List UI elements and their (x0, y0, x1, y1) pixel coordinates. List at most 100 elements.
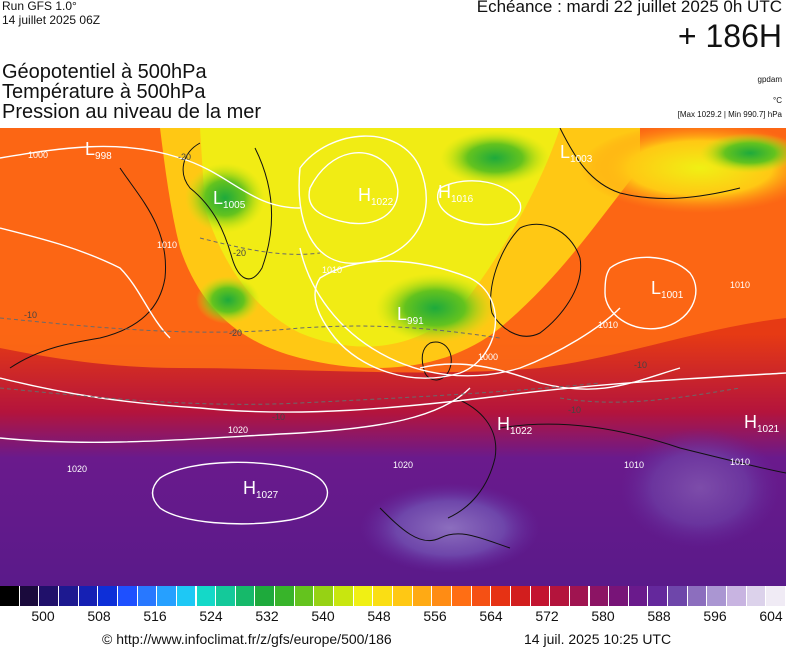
color-swatch (766, 586, 785, 606)
color-swatch (451, 586, 471, 606)
color-swatch (216, 586, 235, 606)
header-panel: Run GFS 1.0° 14 juillet 2025 06Z Echéanc… (0, 0, 786, 128)
color-swatch (668, 586, 687, 606)
color-scale-tick: 508 (87, 608, 111, 624)
color-scale-tick: 564 (479, 608, 503, 624)
color-swatch (648, 586, 668, 606)
isobar-label: 1010 (624, 460, 644, 470)
pressure-center: L991 (397, 304, 424, 327)
color-swatch (117, 586, 137, 606)
color-swatch (0, 586, 19, 606)
temperature-label: -20 (178, 152, 191, 162)
color-swatch (550, 586, 569, 606)
color-swatch (609, 586, 628, 606)
color-swatch (373, 586, 392, 606)
run-date: 14 juillet 2025 06Z (2, 13, 101, 27)
color-swatch (196, 586, 216, 606)
unit-label: °C (773, 96, 782, 105)
title-geopotential: Géopotentiel à 500hPa (2, 61, 207, 83)
color-swatch (255, 586, 275, 606)
temperature-label: -20 (233, 248, 246, 258)
color-swatch (530, 586, 550, 606)
isobar-label: 1020 (393, 460, 413, 470)
color-swatch (569, 586, 589, 606)
coastlines (9, 128, 786, 549)
temperature-label: -10 (24, 310, 37, 320)
color-swatch (353, 586, 373, 606)
field-green-greenland (185, 163, 265, 233)
pressure-center: L1001 (651, 278, 684, 301)
color-swatch (432, 586, 451, 606)
color-swatch (510, 586, 530, 606)
color-scale-tick: 588 (647, 608, 671, 624)
color-swatch (707, 586, 727, 606)
color-swatch (687, 586, 707, 606)
isobar-label: 1020 (228, 425, 248, 435)
color-swatch (39, 586, 58, 606)
color-swatch (393, 586, 412, 606)
color-swatch (471, 586, 491, 606)
color-scale-tick: 532 (255, 608, 279, 624)
color-swatch (746, 586, 766, 606)
generated-timestamp: 14 juil. 2025 10:25 UTC (524, 631, 672, 647)
color-swatch (78, 586, 98, 606)
color-scale-tick: 604 (759, 608, 783, 624)
pressure-center: L1005 (213, 188, 246, 211)
pressure-center: L998 (85, 139, 112, 162)
isobar-labels: 1000 1010 1010 1000 1010 1010 1020 1020 … (28, 150, 750, 474)
pressure-center: L1003 (560, 142, 593, 165)
color-swatch (137, 586, 157, 606)
color-swatch (235, 586, 255, 606)
color-scale-tick: 556 (423, 608, 447, 624)
isobar-label: 1010 (598, 320, 618, 330)
isobar-label: 1000 (28, 150, 48, 160)
color-swatch (334, 586, 353, 606)
color-swatch (19, 586, 39, 606)
color-swatch (412, 586, 432, 606)
field-green-east (700, 133, 786, 173)
color-swatch (176, 586, 196, 606)
pressure-center: H1022 (358, 185, 394, 208)
color-swatch (294, 586, 314, 606)
color-swatch (628, 586, 648, 606)
color-swatch (727, 586, 746, 606)
isobar-label: 1000 (478, 352, 498, 362)
field-violet-east (620, 428, 780, 548)
color-swatch (58, 586, 78, 606)
isobar-label: 1010 (157, 240, 177, 250)
color-swatch (314, 586, 334, 606)
color-scale-tick: 516 (143, 608, 167, 624)
field-green-scandi (375, 273, 495, 343)
source-label: gpdam (757, 75, 782, 84)
color-scale-tick: 580 (591, 608, 615, 624)
isobar-label: 1010 (730, 280, 750, 290)
pressure-center: H1016 (438, 182, 474, 205)
weather-map: L998 L1005 H1022 H1016 L1003 L991 L1001 … (0, 128, 786, 586)
color-scale-tick: 500 (31, 608, 55, 624)
field-violet-south (360, 483, 540, 573)
color-swatch (491, 586, 510, 606)
temperature-isolines (0, 237, 741, 405)
temperature-label: -10 (568, 405, 581, 415)
pressure-center: H1021 (744, 412, 780, 435)
source-url: © http://www.infoclimat.fr/z/gfs/europe/… (102, 631, 392, 647)
title-pressure: Pression au niveau de la mer (2, 101, 262, 123)
field-green-north (440, 130, 550, 186)
color-scale-bar (0, 586, 786, 606)
run-label: Run GFS 1.0° (2, 0, 77, 13)
color-scale-tick: 540 (311, 608, 335, 624)
color-scale-tick: 572 (535, 608, 559, 624)
temperature-labels: -20 -20 -20 -10 -10 -10 -10 (24, 152, 647, 422)
color-scale-tick: 524 (199, 608, 223, 624)
pressure-minmax: [Max 1029.2 | Min 990.7] hPa (677, 110, 782, 119)
isobar-label: 1020 (67, 464, 87, 474)
color-scale-ticks: 500 508 516 524 532 540 548 556 564 572 580 588 596 6… (0, 608, 786, 628)
isobar-label: 1010 (322, 265, 342, 275)
pressure-center: H1022 (497, 414, 533, 437)
isobar-label: 1010 (730, 457, 750, 467)
pressure-center: H1027 (243, 478, 279, 501)
color-swatch (589, 586, 609, 606)
geopotential-isolines (0, 135, 786, 525)
color-swatch (98, 586, 117, 606)
color-swatch (275, 586, 294, 606)
